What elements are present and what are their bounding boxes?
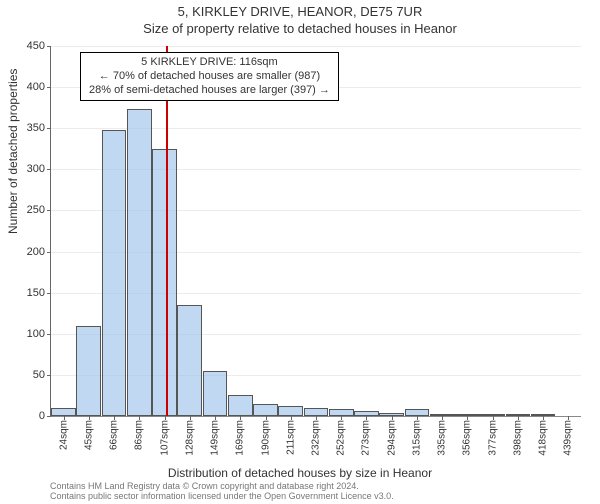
xtick-label: 377sqm — [487, 420, 498, 456]
ytick-mark — [47, 334, 51, 335]
histogram-bar — [76, 326, 101, 416]
ytick-label: 100 — [9, 328, 45, 340]
histogram-bar — [304, 408, 329, 416]
histogram-bar — [278, 406, 303, 416]
ytick-label: 150 — [9, 287, 45, 299]
xtick-label: 232sqm — [311, 420, 322, 456]
xtick-label: 356sqm — [462, 420, 473, 456]
xtick-label: 24sqm — [58, 420, 69, 450]
ytick-label: 450 — [9, 40, 45, 52]
xtick-label: 45sqm — [83, 420, 94, 450]
xtick-label: 86sqm — [134, 420, 145, 450]
annotation-line-3: 28% of semi-detached houses are larger (… — [89, 84, 330, 98]
xtick-label: 211sqm — [285, 420, 296, 455]
histogram-bar — [127, 109, 152, 417]
xtick-label: 418sqm — [538, 420, 549, 456]
xtick-label: 294sqm — [386, 420, 397, 456]
ytick-label: 250 — [9, 204, 45, 216]
annotation-line-2: ← 70% of detached houses are smaller (98… — [89, 70, 330, 84]
ytick-mark — [47, 293, 51, 294]
xtick-label: 169sqm — [235, 420, 246, 456]
ytick-mark — [47, 46, 51, 47]
histogram-bar — [152, 149, 177, 416]
ytick-mark — [47, 252, 51, 253]
histogram-bar — [177, 305, 202, 416]
histogram-bar — [102, 130, 127, 416]
xtick-label: 315sqm — [411, 420, 422, 456]
histogram-bar — [203, 371, 228, 416]
plot-area: 05010015020025030035040045024sqm45sqm66s… — [50, 46, 581, 417]
property-marker-line — [166, 46, 168, 416]
xtick-label: 398sqm — [512, 420, 523, 456]
xtick-label: 273sqm — [361, 420, 372, 456]
ytick-mark — [47, 128, 51, 129]
ytick-mark — [47, 87, 51, 88]
ytick-mark — [47, 169, 51, 170]
xtick-label: 149sqm — [210, 420, 221, 456]
xtick-label: 335sqm — [437, 420, 448, 456]
ytick-mark — [47, 375, 51, 376]
xtick-label: 66sqm — [109, 420, 120, 450]
annotation-box: 5 KIRKLEY DRIVE: 116sqm ← 70% of detache… — [80, 52, 339, 101]
footnote: Contains HM Land Registry data © Crown c… — [50, 482, 394, 502]
annotation-line-1: 5 KIRKLEY DRIVE: 116sqm — [89, 56, 330, 70]
histogram-bar — [51, 408, 76, 416]
ytick-mark — [47, 210, 51, 211]
ytick-label: 350 — [9, 122, 45, 134]
histogram-chart: 05010015020025030035040045024sqm45sqm66s… — [50, 46, 580, 416]
xtick-label: 252sqm — [336, 420, 347, 456]
x-axis-label: Distribution of detached houses by size … — [0, 466, 600, 480]
histogram-bar — [253, 404, 278, 416]
ytick-label: 200 — [9, 246, 45, 258]
page-title: 5, KIRKLEY DRIVE, HEANOR, DE75 7UR — [0, 4, 600, 19]
ytick-label: 0 — [9, 410, 45, 422]
ytick-label: 400 — [9, 81, 45, 93]
page-subtitle: Size of property relative to detached ho… — [0, 21, 600, 36]
histogram-bar — [228, 395, 253, 416]
gridline — [51, 46, 581, 47]
xtick-label: 128sqm — [184, 420, 195, 456]
ytick-label: 50 — [9, 369, 45, 381]
ytick-label: 300 — [9, 163, 45, 175]
ytick-mark — [47, 416, 51, 417]
footnote-line-2: Contains public sector information licen… — [50, 492, 394, 502]
xtick-label: 439sqm — [563, 420, 574, 456]
xtick-label: 190sqm — [260, 420, 271, 456]
xtick-label: 107sqm — [159, 420, 170, 456]
